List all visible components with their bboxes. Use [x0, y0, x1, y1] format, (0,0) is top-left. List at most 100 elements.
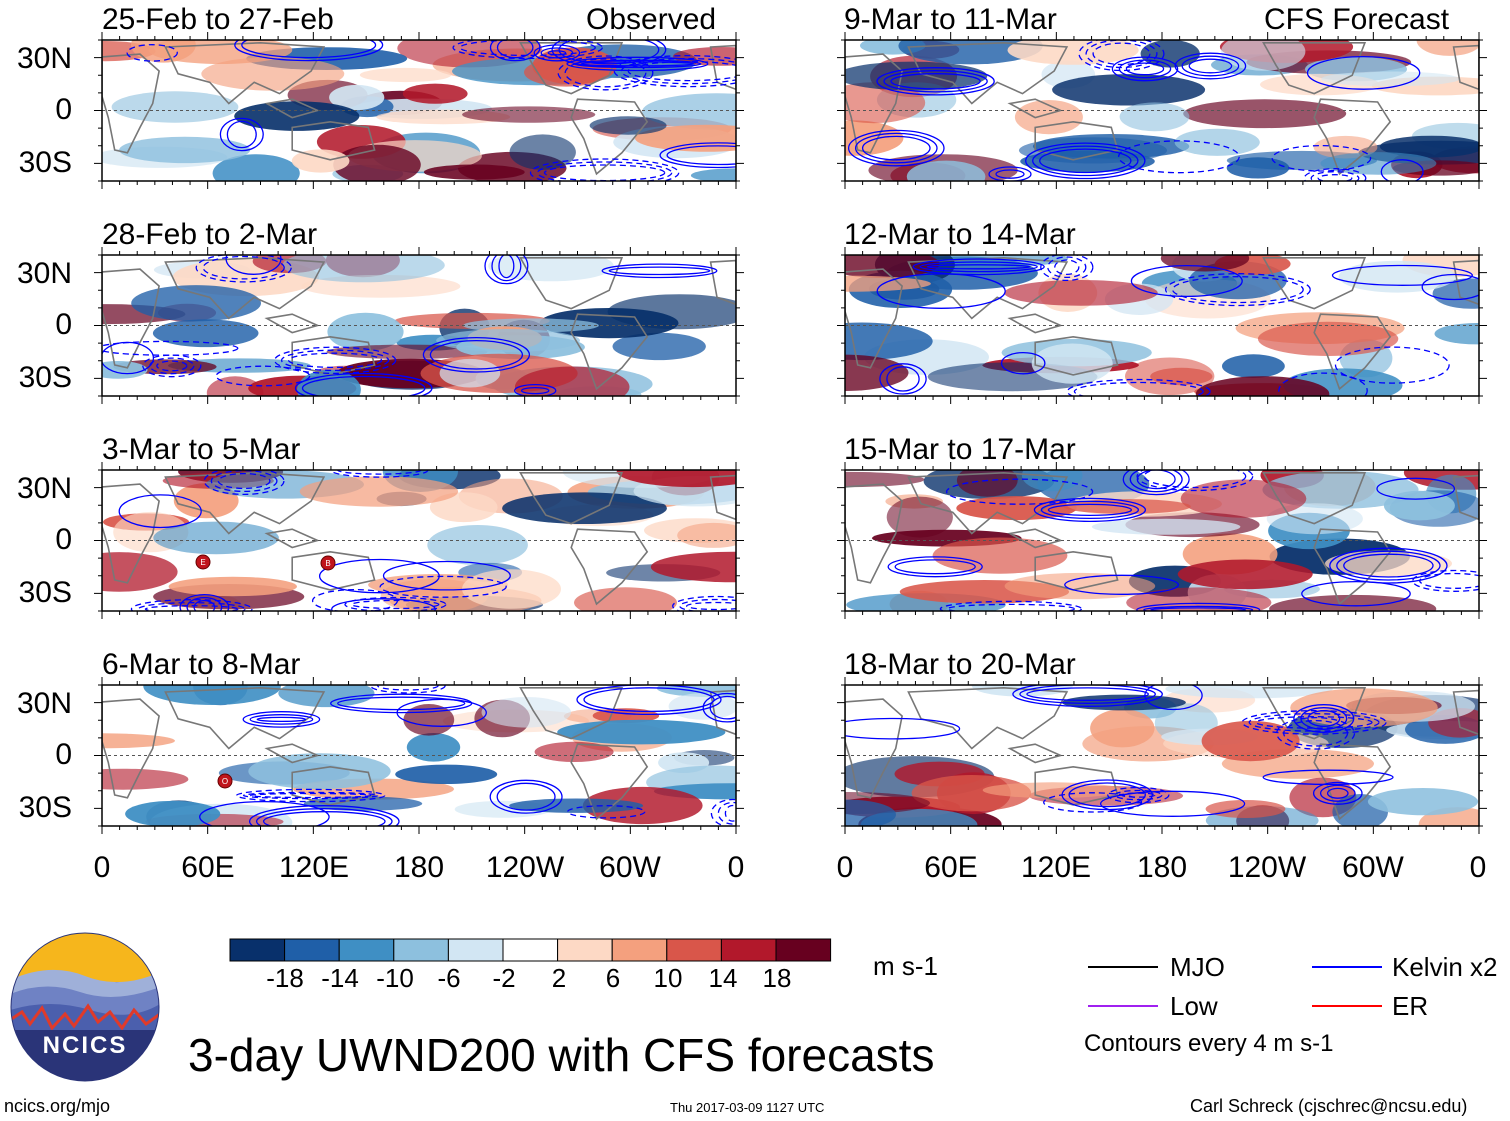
- kelvin-contour: [149, 357, 195, 375]
- kelvin-contour: [215, 365, 311, 387]
- kelvin-contour: [573, 59, 702, 69]
- anomaly-shading: [1063, 499, 1191, 514]
- lat-label-30s-3: 30S: [18, 576, 72, 609]
- coastline: [845, 268, 903, 369]
- kelvin-contour: [137, 602, 246, 611]
- coastline: [164, 686, 326, 750]
- anomaly-shading: [1091, 518, 1241, 535]
- coastline: [164, 471, 326, 535]
- kelvin-contour: [666, 145, 736, 166]
- kelvin-contour: [287, 352, 383, 369]
- kelvin-contour: [1278, 372, 1368, 396]
- kelvin-contour: [1012, 685, 1163, 707]
- coastline: [164, 41, 326, 105]
- kelvin-contour: [679, 598, 736, 611]
- kelvin-contour: [484, 255, 529, 285]
- anomaly-shading: [607, 294, 736, 330]
- kelvin-contour: [1174, 52, 1247, 80]
- storm-marker: [320, 555, 336, 571]
- anomaly-shading: [206, 376, 264, 396]
- kelvin-contour: [601, 263, 718, 279]
- panel-title-left-1: 25-Feb to 27-Feb: [102, 3, 334, 36]
- kelvin-contour: [491, 255, 522, 282]
- coastline: [1034, 335, 1119, 376]
- coastline: [291, 335, 376, 376]
- coastline: [102, 698, 160, 799]
- kelvin-contour: [1143, 605, 1254, 611]
- coastline: [264, 743, 320, 764]
- kelvin-contour: [564, 58, 647, 88]
- colorbar-swatch: [284, 938, 340, 962]
- kelvin-contour: [1343, 553, 1434, 578]
- lon-label-right-60w: 60W: [1342, 851, 1404, 884]
- kelvin-contour: [513, 383, 557, 396]
- anomaly-shading: [212, 154, 300, 181]
- coastline: [1262, 42, 1367, 95]
- legend-line-er: [1312, 1005, 1382, 1007]
- coastline: [519, 472, 624, 525]
- colorbar-swatch: [666, 938, 722, 962]
- anomaly-shading: [589, 116, 667, 135]
- panel-title-right-3: 15-Mar to 17-Mar: [844, 433, 1076, 466]
- kelvin-contour: [301, 375, 426, 396]
- kelvin-contour: [1039, 148, 1132, 174]
- kelvin-contour: [195, 255, 292, 283]
- footer-url: ncics.org/mjo: [4, 1096, 111, 1116]
- kelvin-contour: [452, 40, 603, 60]
- kelvin-contour: [242, 791, 379, 800]
- anomaly-shading: [102, 361, 148, 379]
- kelvin-contour: [945, 478, 1094, 505]
- anomaly-shading: [168, 576, 297, 597]
- map-panel: [94, 677, 744, 834]
- kelvin-contour: [886, 366, 920, 392]
- kelvin-contour: [156, 360, 188, 372]
- kelvin-contour: [1099, 790, 1246, 817]
- anomaly-shading: [439, 358, 501, 388]
- storm-marker-label: B: [325, 559, 330, 568]
- kelvin-contour: [382, 560, 511, 591]
- lon-label-left-60e: 60E: [181, 851, 235, 884]
- anomaly-shading: [423, 164, 525, 180]
- kelvin-contour: [1040, 255, 1094, 282]
- kelvin-contour: [1310, 171, 1360, 181]
- lat-label-30s-1: 30S: [18, 146, 72, 179]
- coastline: [102, 53, 160, 154]
- legend-label-low: Low: [1170, 991, 1218, 1021]
- kelvin-contour: [1122, 470, 1190, 496]
- kelvin-contour: [489, 779, 563, 814]
- anomaly-shading: [845, 255, 940, 278]
- anomaly-shading: [845, 799, 896, 826]
- legend-line-low: [1088, 1005, 1158, 1007]
- kelvin-contour: [890, 73, 981, 90]
- colorbar-tick-7: 6: [605, 963, 621, 993]
- anomaly-shading: [201, 57, 345, 91]
- kelvin-contour: [558, 40, 660, 65]
- anomaly-shading: [845, 471, 925, 488]
- anomaly-shading: [1031, 343, 1113, 384]
- coastline: [1007, 313, 1063, 334]
- coastline: [570, 528, 649, 606]
- kelvin-contour: [459, 40, 596, 57]
- kelvin-contour: [1181, 55, 1240, 77]
- kelvin-contour: [1066, 378, 1211, 396]
- anomaly-shading: [1119, 102, 1190, 132]
- anomaly-shading: [153, 521, 279, 555]
- anomaly-shading: [911, 775, 1032, 812]
- coastline: [1313, 528, 1392, 606]
- footer-timestamp: Thu 2017-03-09 1127 UTC: [670, 1100, 825, 1115]
- kelvin-contour: [988, 166, 1032, 181]
- coastline: [1007, 528, 1063, 549]
- ncics-logo: NCICS: [10, 932, 160, 1082]
- anomaly-shading: [1434, 323, 1479, 345]
- kelvin-contour: [659, 142, 736, 169]
- anomaly-shading: [131, 285, 261, 322]
- kelvin-contour: [1032, 145, 1139, 177]
- anomaly-shading: [690, 168, 736, 181]
- kelvin-contour: [102, 340, 239, 356]
- kelvin-contour: [331, 598, 436, 611]
- kelvin-contour: [876, 67, 995, 96]
- observed-label: Observed: [586, 3, 717, 36]
- kelvin-contour: [608, 266, 711, 276]
- kelvin-contour: [946, 603, 1076, 611]
- coastline: [570, 313, 649, 391]
